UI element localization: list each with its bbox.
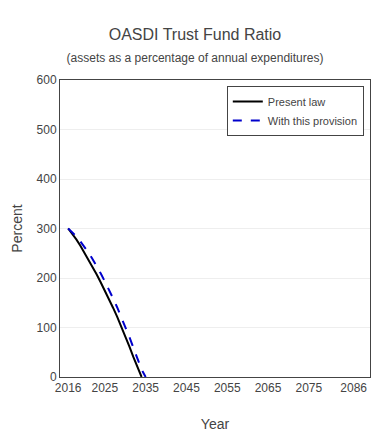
svg-text:400: 400 [37, 172, 57, 186]
svg-text:2035: 2035 [132, 381, 159, 395]
svg-text:600: 600 [37, 73, 57, 87]
svg-text:Percent: Percent [9, 204, 25, 252]
svg-text:2086: 2086 [340, 381, 367, 395]
svg-text:200: 200 [37, 271, 57, 285]
svg-text:2016: 2016 [55, 381, 82, 395]
svg-text:100: 100 [37, 321, 57, 335]
svg-text:2065: 2065 [255, 381, 282, 395]
svg-text:OASDI Trust Fund Ratio: OASDI Trust Fund Ratio [109, 26, 282, 43]
svg-text:300: 300 [37, 222, 57, 236]
svg-text:2075: 2075 [295, 381, 322, 395]
svg-text:2045: 2045 [173, 381, 200, 395]
svg-text:2025: 2025 [92, 381, 119, 395]
svg-text:Present law: Present law [268, 96, 326, 108]
svg-text:500: 500 [37, 123, 57, 137]
svg-text:0: 0 [50, 370, 57, 384]
svg-text:2055: 2055 [214, 381, 241, 395]
svg-text:Year: Year [201, 416, 230, 432]
svg-text:(assets as a percentage of ann: (assets as a percentage of annual expend… [67, 51, 324, 65]
svg-text:With this provision: With this provision [268, 115, 357, 127]
